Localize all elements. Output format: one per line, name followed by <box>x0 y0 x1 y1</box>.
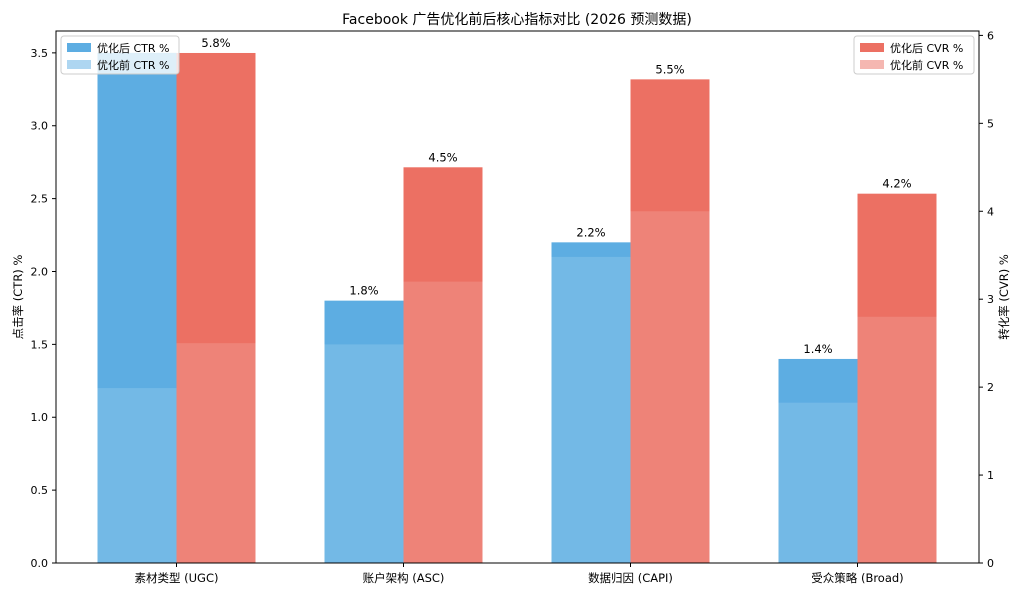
y-left-tick-label: 2.0 <box>31 265 49 278</box>
y-right-tick-label: 2 <box>987 381 994 394</box>
bar-cvr-after <box>176 52 256 564</box>
legend-label: 优化后 CTR % <box>97 41 170 55</box>
y-right-tick-label: 5 <box>987 117 994 130</box>
bar-ctr-after <box>778 358 858 563</box>
y-left-axis-title: 点击率 (CTR) % <box>11 255 25 340</box>
y-left-tick-label: 3.5 <box>31 47 49 60</box>
y-left-tick-label: 2.5 <box>31 193 49 206</box>
bar-cvr-before <box>176 343 256 563</box>
legend-swatch <box>67 60 91 69</box>
x-tick-label: 受众策略 (Broad) <box>811 571 903 585</box>
data-label-cvr: 5.5% <box>655 62 684 76</box>
x-tick-label: 素材类型 (UGC) <box>135 571 219 585</box>
y-right-tick-label: 1 <box>987 469 994 482</box>
bar-ctr-before <box>97 388 177 563</box>
data-label-ctr: 1.8% <box>349 284 378 298</box>
bar-ctr-after <box>324 300 404 563</box>
data-label-cvr: 5.8% <box>201 36 230 50</box>
legend-swatch <box>860 60 884 69</box>
bar-cvr-before <box>403 281 483 563</box>
bar-cvr-before <box>630 211 710 563</box>
y-left-tick-label: 3.0 <box>31 120 49 133</box>
chart-title: Facebook 广告优化前后核心指标对比 (2026 预测数据) <box>342 11 692 28</box>
legend-swatch <box>67 43 91 52</box>
y-right-tick-label: 3 <box>987 293 994 306</box>
y-right-tick-label: 4 <box>987 205 994 218</box>
bar-cvr-after <box>403 167 483 563</box>
y-left-tick-label: 0.0 <box>31 557 49 570</box>
bar-cvr-before <box>857 316 937 563</box>
legend-label: 优化后 CVR % <box>890 41 963 55</box>
bar-ctr-before <box>778 402 858 563</box>
bar-ctr-before <box>551 256 631 563</box>
y-right-tick-label: 0 <box>987 557 994 570</box>
y-left-tick-label: 1.5 <box>31 338 49 351</box>
legend-label: 优化前 CTR % <box>97 58 170 72</box>
plot-frame <box>55 30 980 564</box>
y-left-tick-label: 1.0 <box>31 411 49 424</box>
y-right-tick-label: 6 <box>987 29 994 42</box>
bar-ctr-after <box>551 242 631 563</box>
data-label-cvr: 4.5% <box>428 150 457 164</box>
x-tick-label: 数据归因 (CAPI) <box>588 571 673 585</box>
legend-label: 优化前 CVR % <box>890 58 963 72</box>
x-tick-label: 账户架构 (ASC) <box>363 571 445 585</box>
y-left-tick-label: 0.5 <box>31 484 49 497</box>
data-label-cvr: 4.2% <box>882 177 911 191</box>
bar-ctr-after <box>97 52 177 564</box>
bar-cvr-after <box>857 193 937 564</box>
bar-cvr-after <box>630 79 710 563</box>
data-label-ctr: 2.2% <box>576 225 605 239</box>
bar-ctr-before <box>324 344 404 563</box>
y-right-axis-title: 转化率 (CVR) % <box>997 254 1011 340</box>
data-label-ctr: 1.4% <box>803 342 832 356</box>
legend-swatch <box>860 43 884 52</box>
